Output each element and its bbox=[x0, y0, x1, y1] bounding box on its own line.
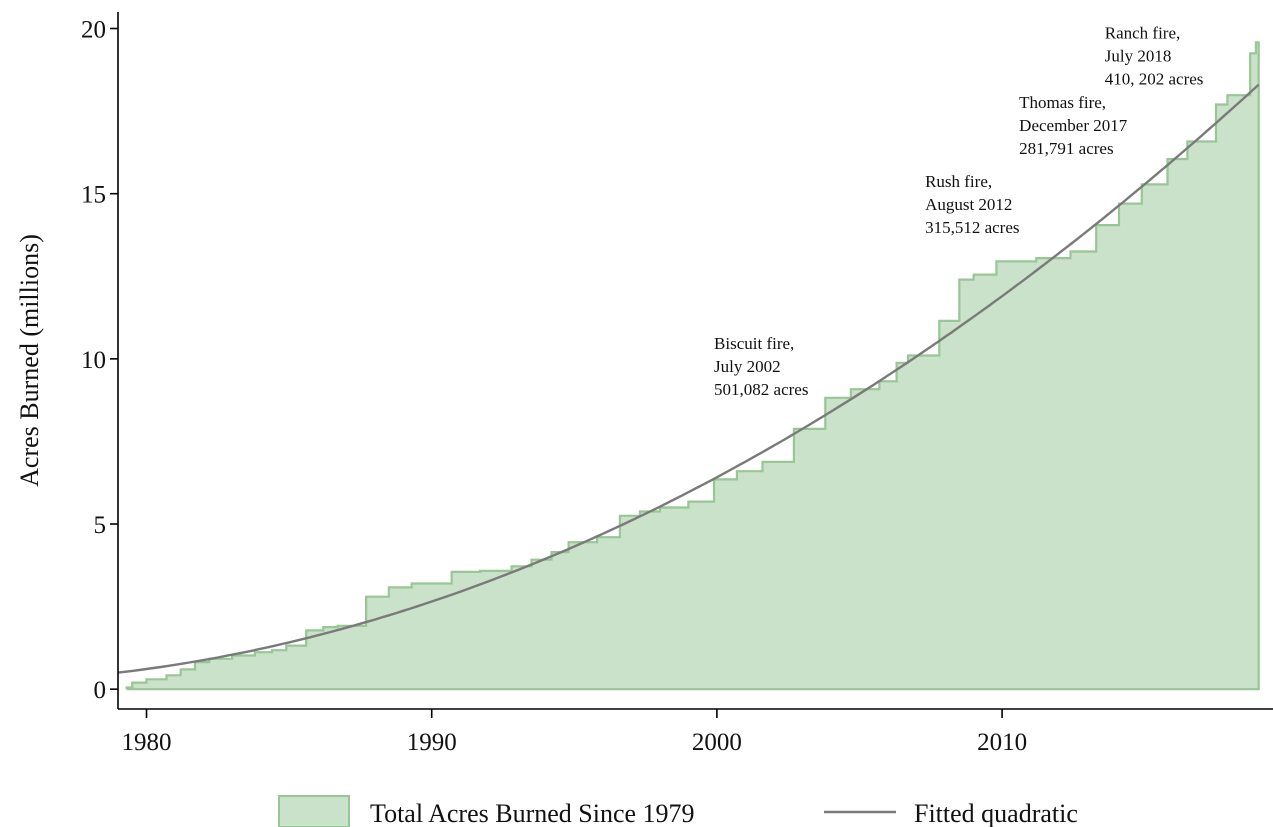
fire-annotation: Rush fire, August 2012 315,512 acres bbox=[925, 172, 1019, 237]
fitted-quadratic-layer bbox=[117, 83, 1260, 674]
x-tick-label: 1980 bbox=[122, 729, 172, 756]
y-ticks: 0 5 10 15 20 bbox=[81, 17, 118, 704]
annotation-line: 410, 202 acres bbox=[1105, 69, 1204, 88]
y-tick-label: 0 bbox=[94, 677, 107, 704]
annotation-line: Biscuit fire, bbox=[714, 334, 794, 353]
annotation-line: Rush fire, bbox=[925, 172, 992, 191]
annotation-line: December 2017 bbox=[1019, 116, 1128, 135]
annotation-line: 315,512 acres bbox=[925, 218, 1019, 237]
y-tick-label: 5 bbox=[94, 512, 107, 539]
x-tick-label: 2010 bbox=[977, 729, 1027, 756]
x-tick-label: 1990 bbox=[407, 729, 457, 756]
annotation-line: 501,082 acres bbox=[714, 380, 808, 399]
x-tick-label: 2000 bbox=[692, 729, 742, 756]
fitted-quadratic-line bbox=[117, 83, 1260, 674]
annotations: Biscuit fire, July 2002 501,082 acres Rush … bbox=[714, 23, 1203, 399]
annotation-line: July 2018 bbox=[1105, 46, 1172, 65]
x-ticks: 1980 1990 2000 2010 bbox=[122, 709, 1027, 756]
annotation-line: August 2012 bbox=[925, 195, 1012, 214]
legend-area-swatch bbox=[278, 795, 350, 827]
fire-annotation: Biscuit fire, July 2002 501,082 acres bbox=[714, 334, 808, 399]
annotation-line: 281,791 acres bbox=[1019, 139, 1113, 158]
y-tick-label: 15 bbox=[81, 182, 106, 209]
legend-area-label: Total Acres Burned Since 1979 bbox=[370, 799, 695, 827]
y-tick-label: 20 bbox=[81, 17, 106, 44]
y-axis-title: Acres Burned (millions) bbox=[15, 234, 44, 487]
annotation-line: Thomas fire, bbox=[1019, 93, 1106, 112]
fire-annotation: Thomas fire, December 2017 281,791 acres bbox=[1019, 93, 1128, 158]
annotation-line: July 2002 bbox=[714, 357, 781, 376]
legend-line-label: Fitted quadratic bbox=[914, 799, 1078, 827]
annotation-line: Ranch fire, bbox=[1105, 23, 1181, 42]
fire-annotation: Ranch fire, July 2018 410, 202 acres bbox=[1105, 23, 1204, 88]
y-tick-label: 10 bbox=[81, 347, 106, 374]
legend: Total Acres Burned Since 1979 Fitted qua… bbox=[278, 795, 1078, 827]
acres-burned-area bbox=[126, 42, 1259, 690]
axes bbox=[117, 12, 1273, 710]
